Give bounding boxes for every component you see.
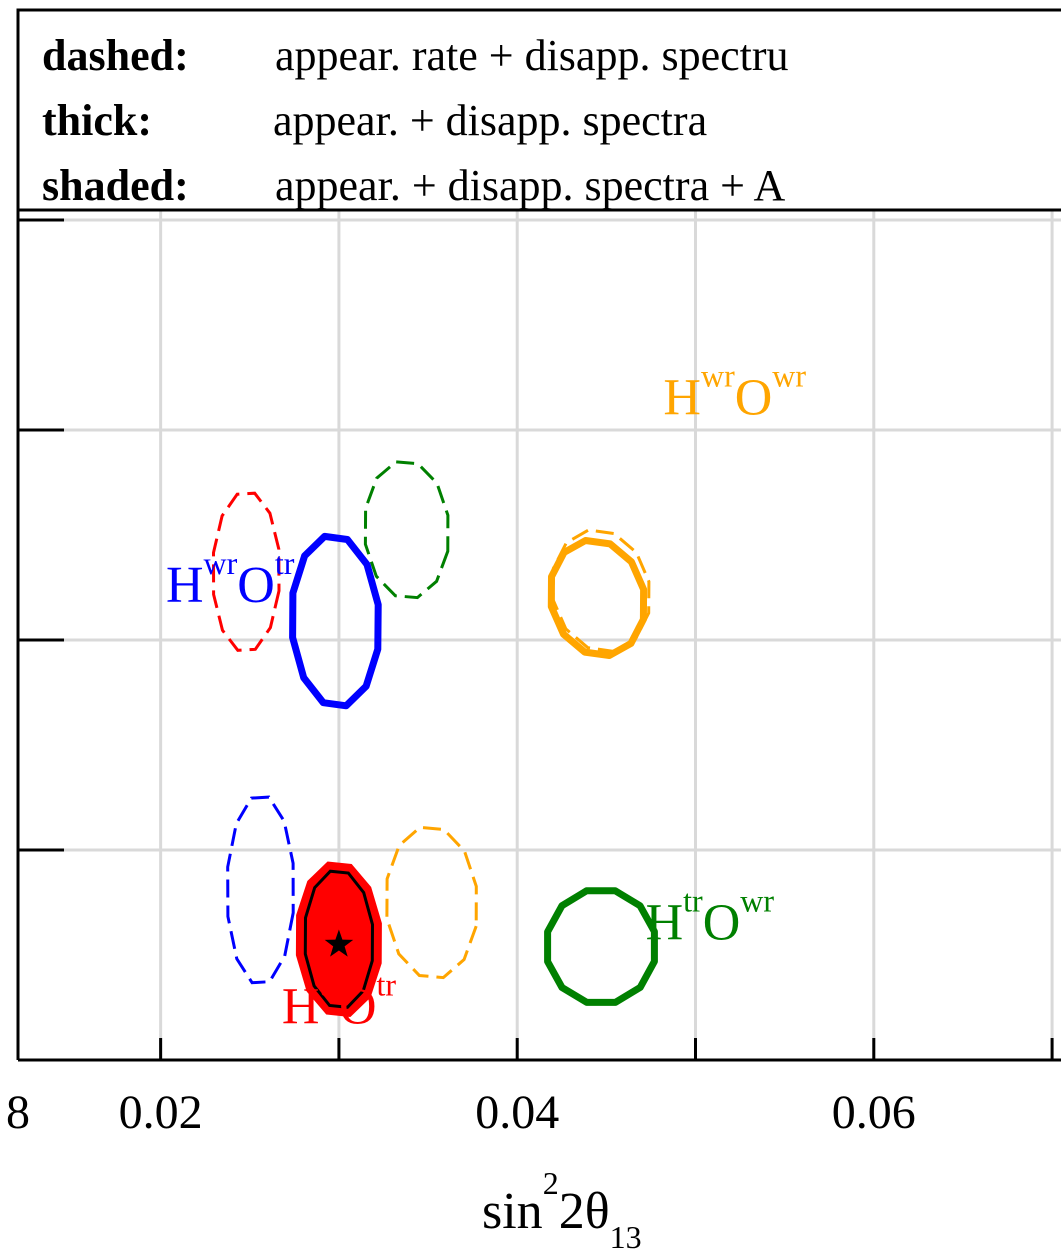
legend-key: shaded: [42, 161, 189, 210]
legend: dashed: appear. rate + disapp. spectru thi… [16, 8, 1061, 212]
legend-key: thick: [42, 96, 152, 145]
series-label-HwrOtr: HwrOtr [166, 545, 295, 614]
contour-dashed-green [363, 460, 450, 600]
legend-key: dashed: [42, 31, 189, 80]
contour-dashed-orange [385, 825, 478, 980]
x-tick-label: 0.06 [832, 1086, 916, 1139]
series-labels: HtrOtr HtrOwr HwrOtr HwrOwr [166, 357, 806, 1035]
legend-text: appear. + disapp. spectra + A [275, 161, 785, 210]
contour-dashed-red [211, 491, 281, 652]
series-label-HtrOtr: HtrOtr [282, 966, 397, 1035]
contour-HwrOwr [547, 537, 648, 659]
contour-curves [211, 460, 658, 1018]
contour-HwrOtr [289, 532, 382, 710]
best-fit-star-marker [324, 929, 354, 957]
contour-HtrOwr [544, 887, 658, 1006]
contour-HtrOtr-inner [303, 869, 375, 1009]
x-tick-label: 0.04 [475, 1086, 559, 1139]
x-tick-label: 8 [6, 1086, 30, 1139]
series-label-HwrOwr: HwrOwr [663, 357, 806, 426]
legend-text: appear. rate + disapp. spectru [275, 31, 789, 80]
x-axis-label: sin22θ13 [482, 1165, 642, 1255]
contour-dashed-blue [226, 795, 295, 985]
legend-text: appear. + disapp. spectra [273, 96, 707, 145]
x-axis-title: sin22θ13 [482, 1165, 642, 1255]
legend-box [16, 8, 1061, 212]
x-tick-label: 0.02 [119, 1086, 203, 1139]
series-label-HtrOwr: HtrOwr [646, 882, 775, 951]
